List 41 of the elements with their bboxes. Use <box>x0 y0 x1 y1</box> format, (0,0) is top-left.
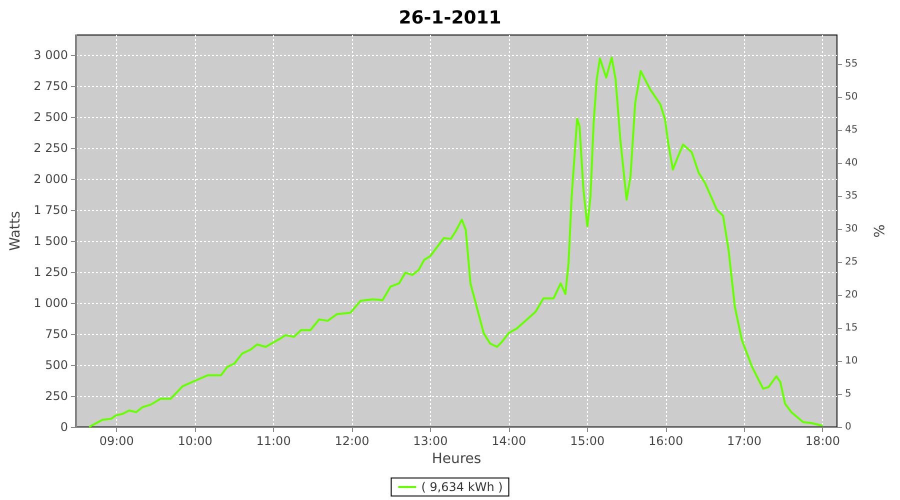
y-tick-label: 500 <box>45 358 68 372</box>
y-tick-label: 2 750 <box>34 78 68 93</box>
x-tick-label: 10:00 <box>178 434 212 448</box>
y-tick-label: 1 750 <box>34 202 68 217</box>
y-tick-label: 0 <box>60 420 68 434</box>
y2-tick-label: 10 <box>845 356 858 367</box>
y-tick-label: 250 <box>45 388 68 403</box>
legend-label: ( 9,634 kWh ) <box>421 480 503 494</box>
y2-tick-label: 45 <box>845 124 858 136</box>
x-tick-label: 17:00 <box>726 434 762 448</box>
y-tick-label: 1 500 <box>34 234 68 248</box>
x-tick-label: 12:00 <box>334 434 370 448</box>
y2-tick-label: 40 <box>845 158 858 169</box>
y2-tick-label: 5 <box>845 388 852 400</box>
y2-tick-label: 35 <box>845 190 858 202</box>
y2-tick-label: 55 <box>845 58 858 70</box>
x-tick-label: 11:00 <box>256 434 291 448</box>
x-tick-label: 16:00 <box>648 434 684 448</box>
y2-axis-title: % <box>870 224 886 238</box>
y2-tick-label: 50 <box>845 92 858 103</box>
y-axis-title: Watts <box>8 211 24 251</box>
x-tick-label: 18:00 <box>805 434 840 448</box>
y-tick-label: 3 000 <box>34 48 68 62</box>
y2-tick-label: 25 <box>845 256 858 268</box>
x-tick-label: 15:00 <box>570 434 605 448</box>
y-tick-label: 2 250 <box>34 140 68 155</box>
y-tick-label: 2 500 <box>34 110 68 124</box>
y-tick-label: 1 250 <box>34 264 68 279</box>
y2-tick-label: 15 <box>845 322 858 334</box>
x-tick-label: 09:00 <box>99 434 134 448</box>
chart-title: 26-1-2011 <box>398 8 502 28</box>
x-tick-label: 14:00 <box>492 434 526 448</box>
y-tick-label: 2 000 <box>34 172 68 186</box>
y-tick-label: 1 000 <box>34 296 68 310</box>
y2-tick-label: 20 <box>845 290 858 301</box>
y2-tick-label: 0 <box>845 422 852 432</box>
y2-tick-label: 30 <box>845 224 858 235</box>
x-axis-title: Heures <box>432 450 482 467</box>
line-series <box>88 56 824 428</box>
x-tick-label: 13:00 <box>413 434 448 448</box>
y-tick-label: 750 <box>45 326 68 341</box>
